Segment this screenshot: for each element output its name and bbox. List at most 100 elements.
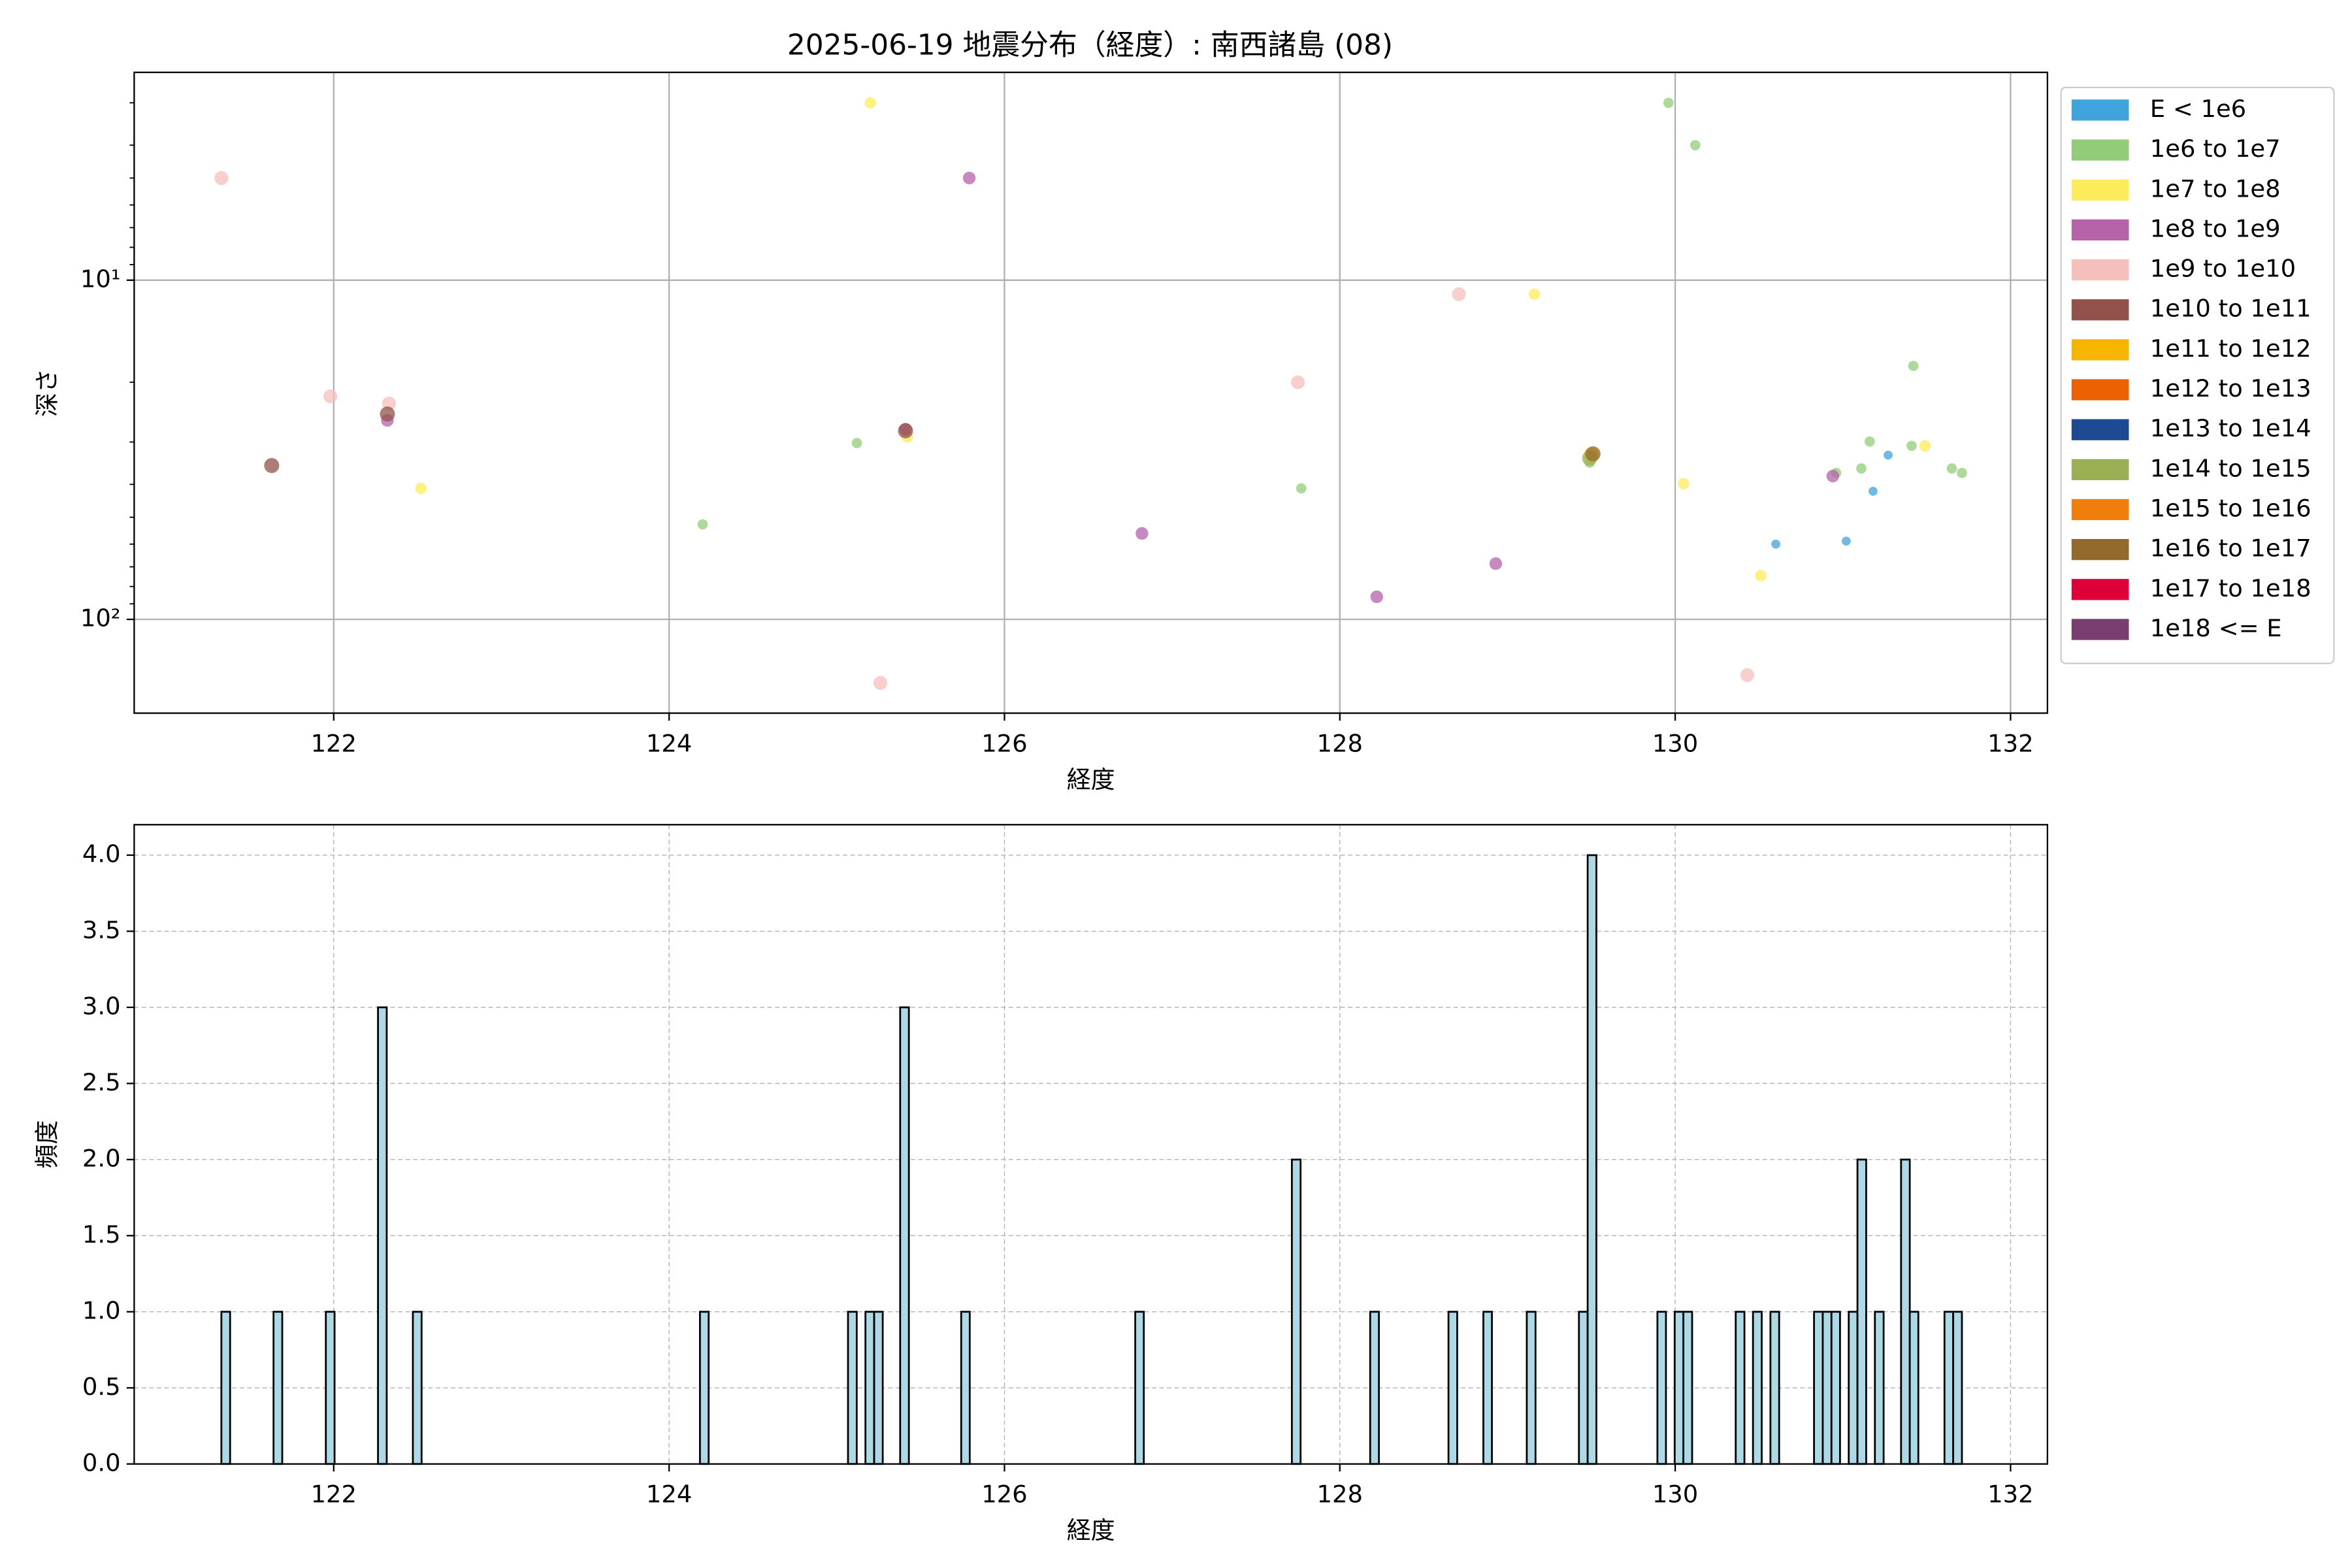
legend-label: 1e7 to 1e8 [2150, 174, 2281, 203]
histogram-bar [1447, 1311, 1458, 1465]
histogram-bar [325, 1311, 336, 1465]
data-point [323, 389, 338, 404]
legend-swatch [2071, 139, 2129, 161]
legend-box [2060, 86, 2335, 664]
data-point [1290, 375, 1305, 389]
data-point [1740, 668, 1755, 682]
x-tick-label: 126 [981, 1480, 1027, 1509]
legend-swatch [2071, 619, 2129, 640]
histogram-bar [847, 1311, 858, 1465]
histogram-bar [960, 1311, 971, 1465]
data-point [1826, 469, 1840, 483]
data-point [962, 171, 976, 185]
histogram-bar [1586, 854, 1597, 1465]
data-point [1296, 483, 1307, 494]
y-tick-label: 10¹ [80, 265, 121, 293]
histogram-bar [1769, 1311, 1780, 1465]
legend-label: 1e10 to 1e11 [2150, 295, 2311, 323]
legend-swatch [2071, 419, 2129, 440]
histogram-bar [1813, 1311, 1824, 1465]
histogram-bar [1900, 1158, 1911, 1465]
data-point [1452, 287, 1466, 301]
legend-label: 1e9 to 1e10 [2150, 255, 2296, 283]
histogram-bar [377, 1006, 388, 1465]
legend-swatch [2071, 539, 2129, 561]
legend-label: 1e8 to 1e9 [2150, 214, 2281, 242]
legend-label: 1e15 to 1e16 [2150, 495, 2311, 523]
data-point [1868, 486, 1878, 496]
data-point [1946, 463, 1957, 474]
histogram-bar [1290, 1158, 1302, 1465]
x-tick-label: 124 [646, 1480, 692, 1509]
y-tick-label: 2.5 [82, 1068, 121, 1096]
x-tick-label: 128 [1317, 1480, 1363, 1509]
legend-swatch [2071, 259, 2129, 281]
x-tick-label: 132 [1987, 730, 2033, 758]
data-point [415, 482, 427, 495]
histogram-bar [1952, 1311, 1963, 1465]
histogram-bar [698, 1311, 710, 1465]
data-point [851, 438, 862, 448]
data-point [873, 676, 888, 690]
legend-label: 1e14 to 1e15 [2150, 454, 2311, 482]
data-point [1906, 440, 1917, 451]
legend-label: 1e6 to 1e7 [2150, 135, 2281, 163]
plot-frame [133, 824, 2048, 1465]
legend-label: 1e13 to 1e14 [2150, 414, 2311, 442]
data-point [380, 406, 395, 422]
x-axis-label: 経度 [1067, 1516, 1115, 1544]
histogram-bar [1874, 1311, 1885, 1465]
data-point [1678, 478, 1690, 490]
histogram-bar [1682, 1311, 1693, 1465]
data-point [898, 423, 913, 438]
plot-frame [133, 71, 2048, 714]
y-tick-label: 0.5 [82, 1373, 121, 1401]
x-tick-label: 128 [1317, 730, 1363, 758]
histogram-bar [272, 1311, 284, 1465]
data-point [1663, 97, 1674, 108]
legend-label: 1e18 <= E [2150, 614, 2282, 642]
data-point [1908, 361, 1919, 371]
histogram-bar [1526, 1311, 1537, 1465]
legend-swatch [2071, 339, 2129, 361]
legend-swatch [2071, 179, 2129, 201]
legend-swatch [2071, 498, 2129, 521]
legend-label: 1e12 to 1e13 [2150, 374, 2311, 402]
histogram-bar [1908, 1311, 1919, 1465]
data-point [1489, 557, 1503, 570]
x-tick-label: 122 [311, 1480, 357, 1509]
legend-swatch [2071, 379, 2129, 400]
data-point [1370, 590, 1383, 604]
x-tick-label: 130 [1652, 730, 1698, 758]
data-point [1957, 467, 1967, 478]
y-tick-label: 10² [80, 604, 121, 632]
histogram-bar [873, 1311, 884, 1465]
histogram-bar [1821, 1311, 1833, 1465]
x-axis-label: 経度 [1067, 766, 1115, 794]
legend-label: 1e16 to 1e17 [2150, 534, 2311, 563]
chart-title: 2025-06-19 地震分布（経度）: 南西諸島 (08) [787, 29, 1393, 62]
histogram-bar [1735, 1311, 1746, 1465]
histogram-bar [1943, 1311, 1954, 1465]
legend-swatch [2071, 99, 2129, 121]
legend-swatch [2071, 219, 2129, 241]
histogram-bar [1578, 1311, 1589, 1465]
y-tick-label: 2.0 [82, 1144, 121, 1172]
y-axis-label: 深さ [33, 368, 61, 417]
y-tick-label: 4.0 [82, 840, 121, 868]
data-point [1755, 570, 1767, 581]
data-point [697, 519, 708, 530]
histogram-bar [412, 1311, 423, 1465]
data-point [1690, 140, 1701, 151]
data-point [1528, 288, 1541, 301]
legend-label: 1e17 to 1e18 [2150, 574, 2311, 602]
y-tick-label: 0.0 [82, 1448, 121, 1477]
data-point [1864, 436, 1875, 447]
y-tick-label: 3.5 [82, 916, 121, 944]
y-axis-label: 頻度 [33, 1120, 61, 1169]
legend-swatch [2071, 579, 2129, 600]
x-tick-label: 126 [981, 730, 1027, 758]
x-tick-label: 124 [646, 730, 692, 758]
histogram-bar [1848, 1311, 1859, 1465]
